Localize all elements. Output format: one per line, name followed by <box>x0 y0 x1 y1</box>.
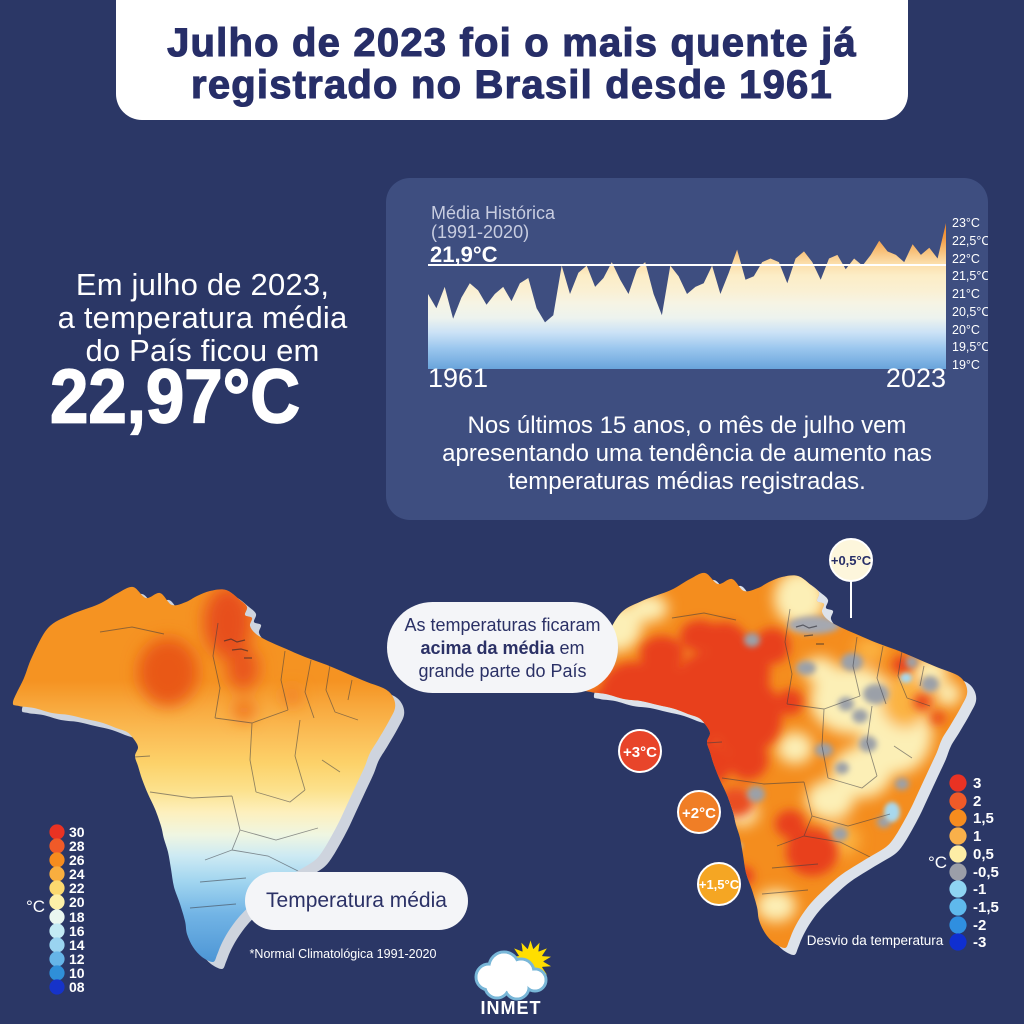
svg-text:3: 3 <box>973 775 981 792</box>
svg-text:14: 14 <box>69 937 85 953</box>
svg-text:12: 12 <box>69 951 85 967</box>
svg-text:10: 10 <box>69 965 85 981</box>
svg-text:22,5°C: 22,5°C <box>952 234 988 248</box>
svg-text:20,5°C: 20,5°C <box>952 305 988 319</box>
svg-text:-1: -1 <box>973 881 986 898</box>
svg-text:apresentando uma tendência de: apresentando uma tendência de aumento na… <box>442 440 932 467</box>
svg-text:1: 1 <box>973 828 981 845</box>
svg-text:INMET: INMET <box>481 998 542 1018</box>
svg-text:23°C: 23°C <box>952 216 980 230</box>
svg-text:22°C: 22°C <box>952 252 980 266</box>
svg-text:2: 2 <box>973 793 981 810</box>
svg-text:21°C: 21°C <box>952 287 980 301</box>
svg-text:°C: °C <box>26 897 45 916</box>
svg-text:1961: 1961 <box>428 363 488 393</box>
svg-text:16: 16 <box>69 923 85 939</box>
svg-text:21,9°C: 21,9°C <box>430 242 498 267</box>
svg-text:22: 22 <box>69 880 85 896</box>
svg-text:Nos últimos 15 anos, o mês de: Nos últimos 15 anos, o mês de julho vem <box>468 412 907 439</box>
svg-text:-1,5: -1,5 <box>973 899 999 916</box>
svg-text:30: 30 <box>69 824 85 840</box>
svg-text:+1,5°C: +1,5°C <box>699 877 740 892</box>
svg-text:26: 26 <box>69 852 85 868</box>
svg-text:2023: 2023 <box>886 363 946 393</box>
svg-text:+3°C: +3°C <box>623 744 657 761</box>
svg-text:24: 24 <box>69 866 85 882</box>
svg-text:Média Histórica: Média Histórica <box>431 203 556 223</box>
svg-text:°C: °C <box>928 853 947 872</box>
svg-text:1,5: 1,5 <box>973 810 994 827</box>
svg-text:19,5°C: 19,5°C <box>952 340 988 354</box>
svg-text:-3: -3 <box>973 934 986 951</box>
svg-text:20: 20 <box>69 894 85 910</box>
svg-text:+2°C: +2°C <box>682 805 716 822</box>
svg-text:+0,5°C: +0,5°C <box>831 553 872 568</box>
svg-text:temperaturas médias registrada: temperaturas médias registradas. <box>508 468 866 495</box>
svg-text:08: 08 <box>69 979 85 995</box>
svg-text:(1991-2020): (1991-2020) <box>431 222 529 242</box>
svg-text:-2: -2 <box>973 917 986 934</box>
svg-text:20°C: 20°C <box>952 323 980 337</box>
svg-text:18: 18 <box>69 909 85 925</box>
svg-text:21,5°C: 21,5°C <box>952 269 988 283</box>
svg-text:19°C: 19°C <box>952 358 980 372</box>
svg-text:0,5: 0,5 <box>973 846 994 863</box>
svg-text:-0,5: -0,5 <box>973 864 999 881</box>
svg-text:28: 28 <box>69 838 85 854</box>
